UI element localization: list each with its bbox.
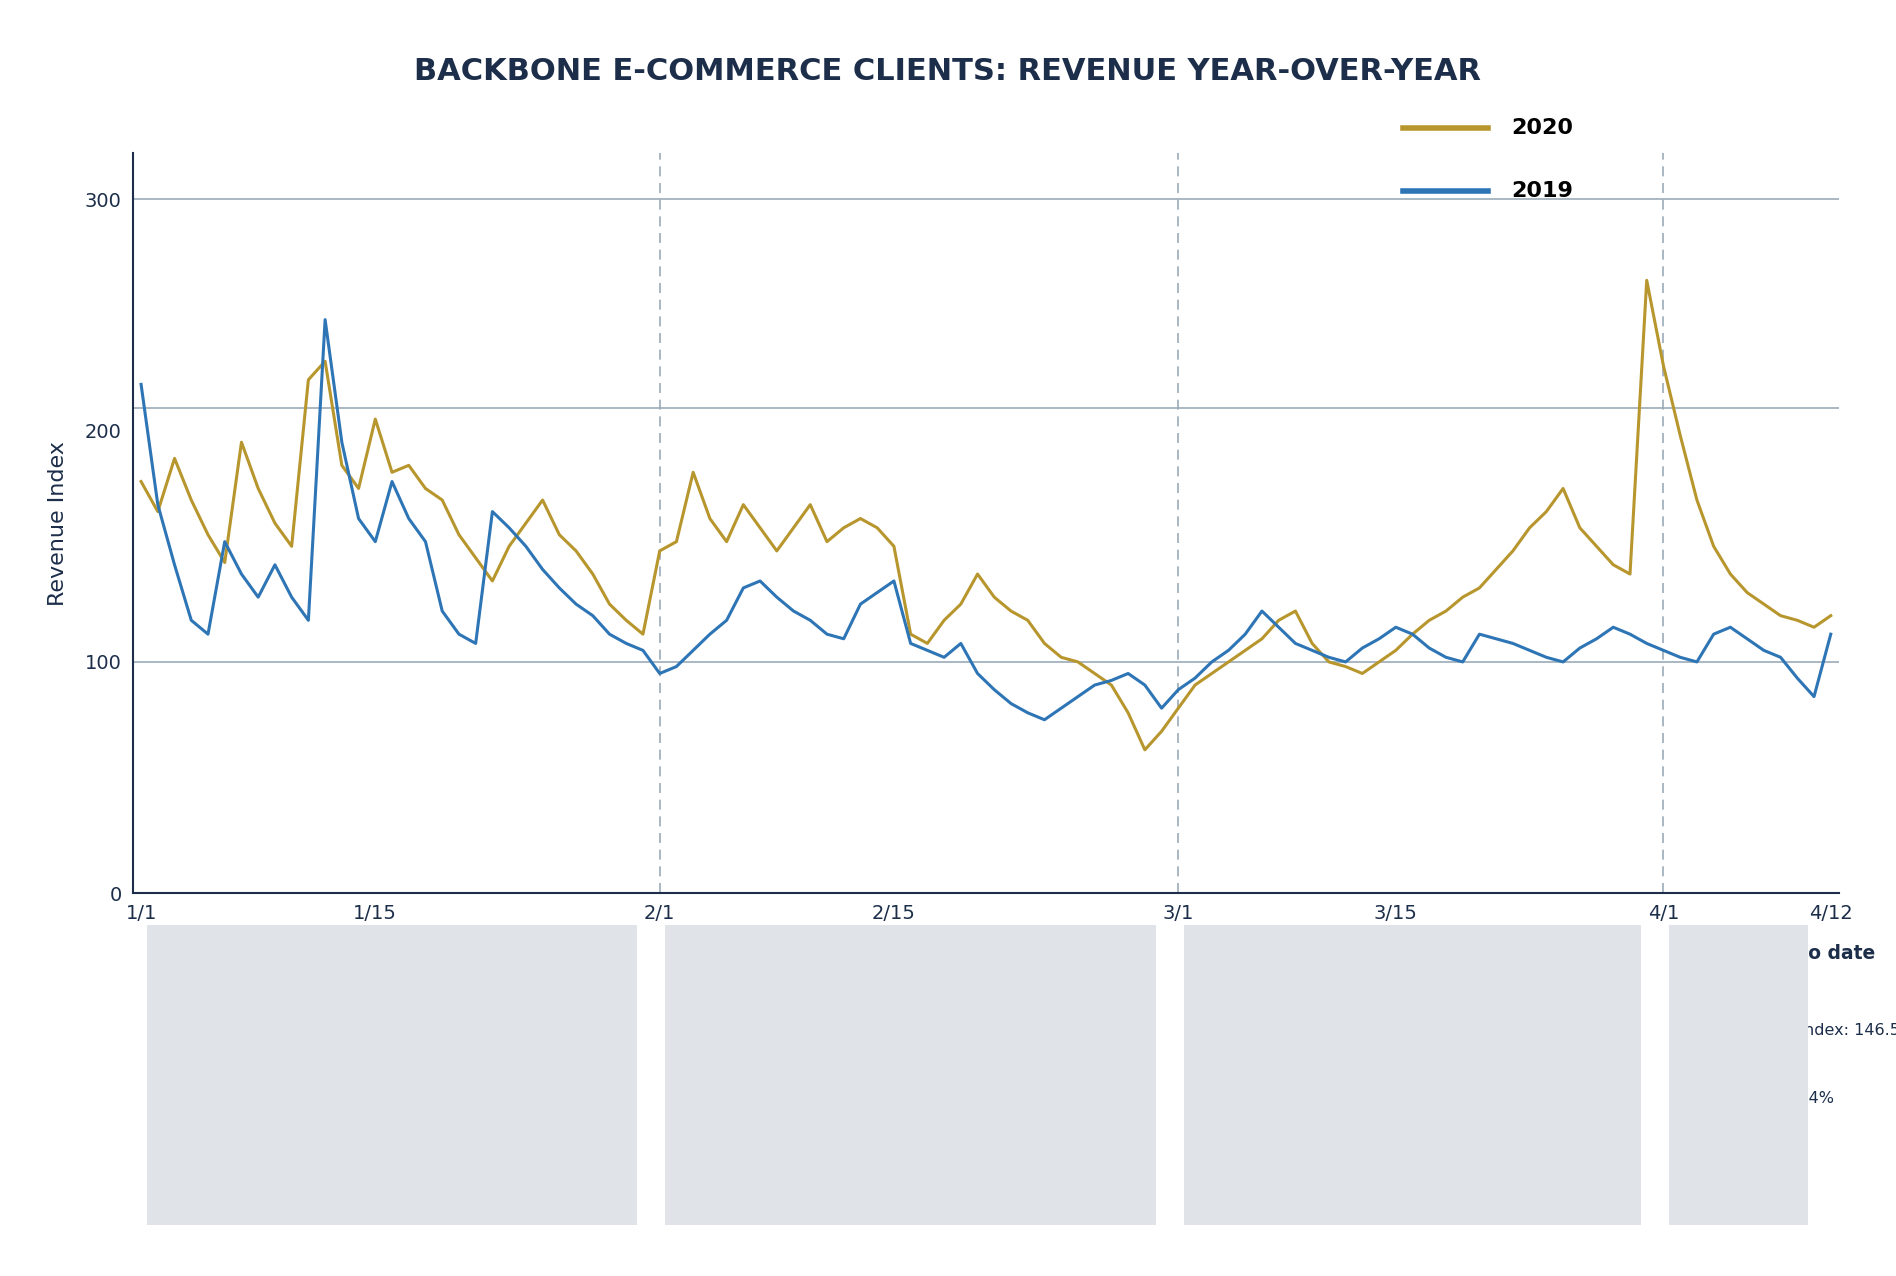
Text: Avg. Revenue Index: 98.65: Avg. Revenue Index: 98.65 <box>1198 1023 1414 1039</box>
Text: February 2020: February 2020 <box>681 944 834 963</box>
Text: % Diff YoY: 19.47%: % Diff YoY: 19.47% <box>681 1091 830 1106</box>
Text: BACKBONE E-COMMERCE CLIENTS: REVENUE YEAR-OVER-YEAR: BACKBONE E-COMMERCE CLIENTS: REVENUE YEA… <box>415 57 1481 87</box>
Text: Avg. Revenue Index: 134.79: Avg. Revenue Index: 134.79 <box>681 1023 906 1039</box>
Text: Avg. Revenue Index: 146.58: Avg. Revenue Index: 146.58 <box>1684 1023 1896 1039</box>
Text: % Diff YoY: 15.20%: % Diff YoY: 15.20% <box>161 1091 313 1106</box>
Text: % Diff YoY: -12.60%: % Diff YoY: -12.60% <box>1198 1091 1356 1106</box>
Text: 2020: 2020 <box>1511 117 1574 138</box>
Text: Avg. Revenue Index: 159.69: Avg. Revenue Index: 159.69 <box>161 1023 389 1039</box>
Text: January 2020: January 2020 <box>161 944 301 963</box>
Text: March 2020: March 2020 <box>1198 944 1323 963</box>
Text: % Diff YoY: 44.04%: % Diff YoY: 44.04% <box>1684 1091 1833 1106</box>
Y-axis label: Revenue Index: Revenue Index <box>47 440 68 606</box>
Text: April 2020 to date: April 2020 to date <box>1684 944 1875 963</box>
Text: 2019: 2019 <box>1511 181 1574 202</box>
